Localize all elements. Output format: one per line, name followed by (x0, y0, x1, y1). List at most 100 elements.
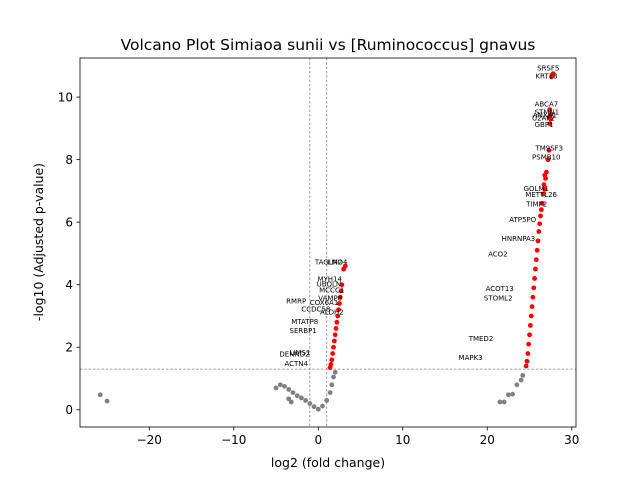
gene-label-14: ACO2 (488, 251, 508, 259)
gene-label-25: RMRP (286, 297, 306, 305)
point-significant-32 (525, 351, 531, 356)
point-not-significant-5 (286, 387, 292, 392)
point-not-significant-27 (520, 373, 526, 378)
gene-label-20: LMO4 (328, 258, 348, 266)
point-significant-46 (331, 338, 337, 344)
gene-label-6: GBP1 (535, 121, 554, 129)
x-tick-label-2: 0 (314, 433, 322, 447)
point-not-significant-24 (510, 391, 516, 397)
point-not-significant-21 (497, 399, 503, 405)
point-significant-1 (549, 74, 554, 80)
gene-label-32: DENND2 (279, 351, 309, 359)
point-not-significant-14 (315, 406, 321, 412)
point-not-significant-20 (332, 369, 338, 375)
chart-title: Volcano Plot Simiaoa sunii vs [Ruminococ… (121, 36, 536, 54)
point-significant-43 (334, 319, 340, 325)
point-significant-25 (531, 285, 537, 291)
point-significant-47 (331, 344, 336, 350)
gene-label-1: KRT18 (535, 72, 557, 80)
point-not-significant-26 (518, 377, 524, 383)
point-significant-29 (527, 322, 533, 328)
point-not-significant-23 (506, 392, 511, 398)
point-significant-26 (530, 294, 536, 300)
x-tick-label-0: −20 (137, 433, 162, 447)
gene-label-10: METTL26 (525, 191, 557, 199)
gene-label-12: ATP5PO (509, 216, 536, 224)
gene-label-19: TAGLN2 (314, 258, 342, 266)
x-tick-label-4: 20 (480, 433, 495, 447)
point-not-significant-2 (273, 385, 279, 391)
point-not-significant-0 (97, 392, 103, 398)
gene-label-3: STMN1 (535, 108, 559, 116)
point-significant-16 (538, 207, 544, 213)
point-significant-37 (339, 282, 345, 288)
point-not-significant-3 (277, 382, 283, 388)
point-significant-40 (337, 301, 342, 306)
gene-label-31: LIMS1 (290, 349, 311, 357)
point-not-significant-10 (298, 395, 304, 401)
point-significant-31 (526, 341, 532, 347)
point-significant-39 (337, 294, 343, 300)
point-not-significant-12 (307, 401, 313, 406)
point-significant-17 (538, 213, 543, 219)
point-significant-13 (542, 186, 548, 192)
x-tick-label-1: −10 (221, 433, 246, 447)
point-significant-48 (330, 351, 336, 356)
gene-label-7: TM9SF3 (534, 144, 563, 152)
point-significant-18 (537, 221, 543, 227)
gene-label-28: ALDH2 (320, 308, 344, 316)
gene-label-26: COX6A1 (310, 299, 338, 307)
gene-label-13: HNRNPA3 (502, 235, 536, 243)
y-tick-label-0: 0 (65, 403, 73, 417)
point-significant-41 (336, 307, 341, 313)
axes: −20 −10 0 10 20 30 0 2 4 6 8 10 (58, 57, 579, 447)
point-not-significant-25 (514, 382, 520, 388)
point-not-significant-19 (331, 374, 336, 380)
point-not-significant-1 (104, 398, 110, 404)
gene-label-9: GOLM1 (524, 185, 549, 193)
threshold-lines (80, 58, 576, 427)
x-tick-label-5: 30 (564, 433, 579, 447)
x-tick-label-3: 10 (395, 433, 410, 447)
point-not-significant-6 (290, 390, 296, 396)
point-significant-12 (541, 182, 547, 188)
point-significant-11 (543, 175, 548, 181)
point-significant-23 (533, 266, 538, 272)
gene-label-17: TMED2 (468, 335, 494, 343)
point-not-significant-9 (294, 393, 300, 399)
y-tick-label-4: 8 (65, 153, 73, 167)
point-not-significant-4 (282, 383, 287, 389)
y-tick-label-3: 6 (65, 215, 73, 229)
gene-label-18: MAPK3 (459, 354, 483, 362)
gene-label-23: MCCC1 (319, 287, 344, 295)
point-significant-6 (547, 121, 553, 127)
gene-label-33: ACTN4 (284, 360, 308, 368)
point-significant-30 (527, 332, 532, 338)
y-tick-label-1: 2 (65, 340, 73, 354)
gene-label-29: MTATP8 (291, 318, 318, 326)
point-significant-36 (341, 266, 347, 272)
gene-label-11: TIMP2 (525, 201, 547, 209)
point-significant-20 (535, 238, 541, 244)
plot-frame (79, 57, 577, 428)
gene-label-27: CCDC58 (301, 305, 330, 313)
point-significant-33 (524, 358, 530, 364)
point-significant-21 (534, 247, 540, 253)
y-tick-label-5: 10 (58, 90, 73, 104)
gene-label-5: U2AF2 (532, 115, 555, 123)
data-points (97, 71, 556, 412)
point-not-significant-8 (288, 399, 294, 405)
point-significant-19 (536, 229, 542, 234)
point-significant-42 (335, 313, 341, 319)
point-not-significant-13 (311, 404, 317, 410)
point-significant-8 (545, 157, 551, 163)
gene-label-4: ANXA1 (533, 111, 557, 119)
y-axis-label: -log10 (Adjusted p-value) (31, 163, 46, 321)
gene-label-22: UBQLN (317, 280, 342, 288)
gene-label-2: ABCA7 (535, 100, 559, 108)
point-not-significant-17 (327, 390, 333, 396)
point-significant-45 (332, 332, 338, 338)
point-significant-7 (546, 147, 552, 153)
